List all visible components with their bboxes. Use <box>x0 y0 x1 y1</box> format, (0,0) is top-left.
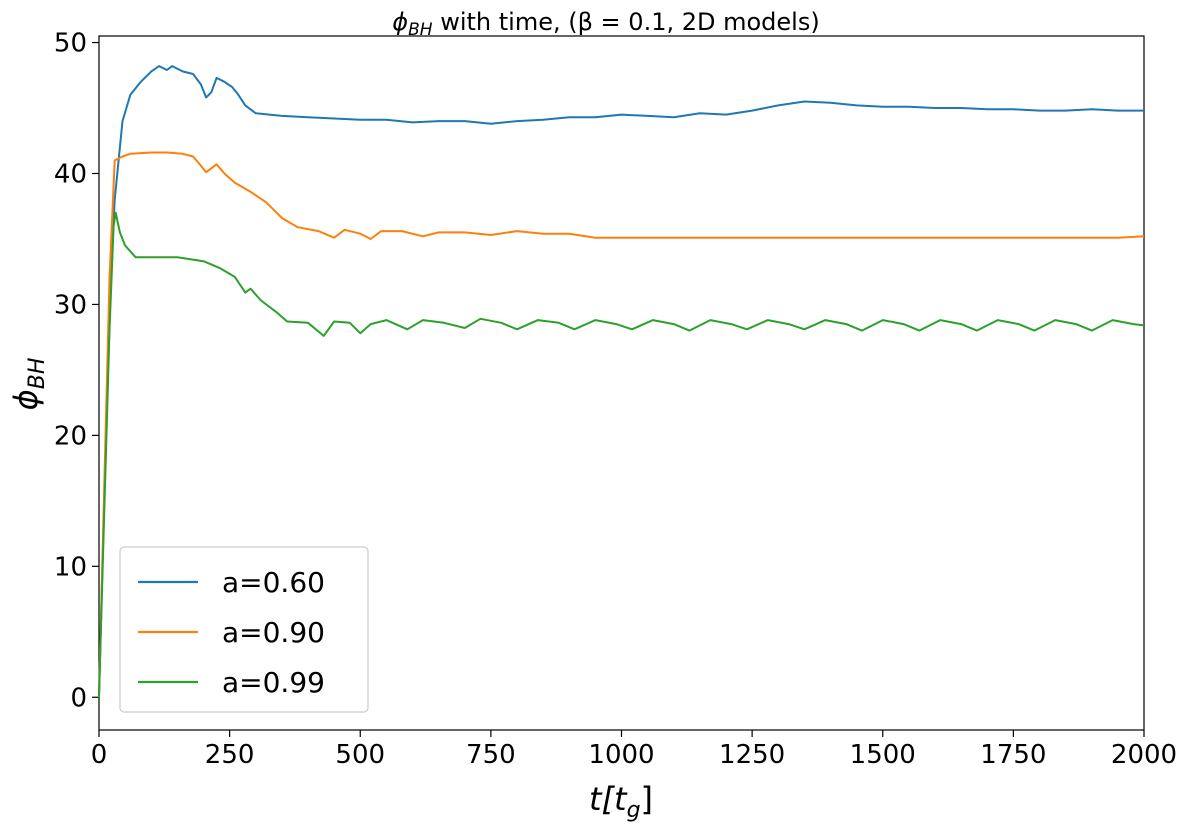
y-tick-label: 50 <box>54 29 87 59</box>
legend-label-1: a=0.60 <box>222 566 325 599</box>
legend-label-2: a=0.90 <box>222 616 325 649</box>
x-tick-label: 2000 <box>1111 740 1177 770</box>
x-tick-label: 0 <box>91 740 108 770</box>
x-tick-label: 500 <box>335 740 385 770</box>
series-line-1 <box>98 65 1144 698</box>
series-lines <box>98 65 1145 698</box>
x-axis-label: t[tg] <box>589 780 653 823</box>
legend-box <box>119 546 369 713</box>
y-axis-ticks: 0 10 20 30 40 50 <box>54 29 99 713</box>
y-tick-label: 10 <box>54 552 87 582</box>
series-line-2 <box>98 151 1145 698</box>
legend-label-3: a=0.99 <box>222 666 325 699</box>
x-tick-label: 750 <box>466 740 516 770</box>
series-line-3 <box>98 211 1145 698</box>
x-tick-label: 250 <box>205 740 255 770</box>
x-tick-label: 1000 <box>588 740 654 770</box>
y-tick-label: 40 <box>54 159 87 189</box>
legend: a=0.60 a=0.90 a=0.99 <box>119 546 369 713</box>
x-tick-label: 1750 <box>980 740 1046 770</box>
chart-title: ϕBH with time, (β = 0.1, 2D models) <box>392 8 819 40</box>
x-axis-ticks: 0 250 500 750 1000 1250 1500 1750 2000 <box>91 730 1177 770</box>
y-axis-label: ϕBH <box>7 358 50 411</box>
x-tick-label: 1250 <box>719 740 785 770</box>
x-tick-label: 1500 <box>850 740 916 770</box>
y-tick-label: 0 <box>70 683 87 713</box>
y-tick-label: 30 <box>54 290 87 320</box>
y-tick-label: 20 <box>54 421 87 451</box>
